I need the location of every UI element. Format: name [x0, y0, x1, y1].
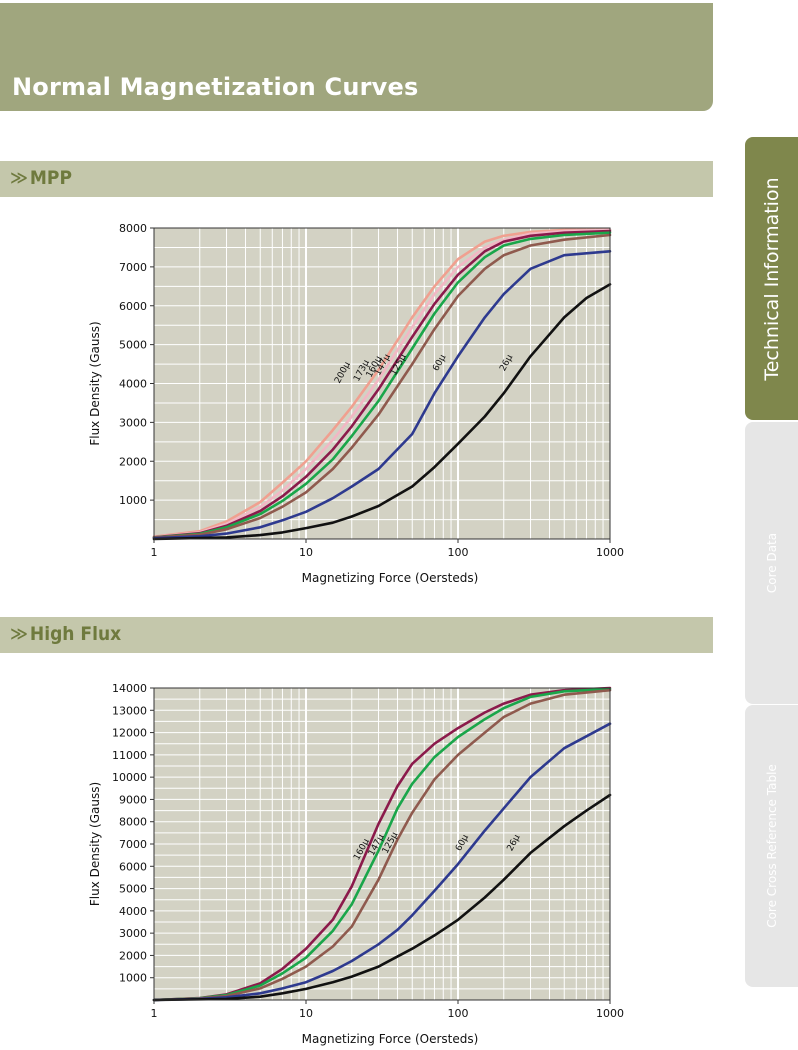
y-tick-label: 2000 — [119, 455, 147, 468]
x-tick-label: 10 — [299, 1007, 313, 1020]
section-label: High Flux — [29, 623, 122, 645]
page-header: Normal Magnetization Curves — [0, 3, 713, 111]
series-line-147 — [152, 231, 612, 539]
chevron-icon: ≫ — [10, 623, 28, 645]
series-line-60 — [152, 722, 612, 1002]
sidebar-tab-technical-information[interactable]: Technical Information — [745, 137, 798, 420]
x-axis-title: Magnetizing Force (Oersteds) — [302, 1032, 479, 1046]
y-tick-label: 11000 — [112, 749, 147, 762]
page-title: Normal Magnetization Curves — [12, 73, 419, 101]
y-tick-label: 6000 — [119, 860, 147, 873]
series-line-125 — [152, 688, 612, 1002]
y-tick-label: 7000 — [119, 838, 147, 851]
y-tick-label: 3000 — [119, 927, 147, 940]
series-line-60 — [152, 250, 612, 540]
y-tick-label: 10000 — [112, 771, 147, 784]
y-tick-label: 14000 — [112, 682, 147, 695]
sidebar-tab-core-cross-reference-table[interactable]: Core Cross Reference Table — [745, 705, 798, 987]
x-tick-label: 100 — [448, 546, 469, 559]
section-label: MPP — [29, 167, 72, 189]
y-tick-label: 9000 — [119, 793, 147, 806]
x-tick-label: 100 — [448, 1007, 469, 1020]
series-line-26 — [152, 283, 612, 541]
series-line-200 — [152, 228, 612, 538]
x-tick-label: 1 — [151, 546, 158, 559]
section-bar-high-flux: ≫ High Flux — [0, 617, 713, 653]
y-tick-label: 8000 — [119, 816, 147, 829]
y-axis-title: Flux Density (Gauss) — [88, 782, 102, 906]
y-tick-label: 8000 — [119, 222, 147, 235]
x-tick-label: 1000 — [596, 546, 624, 559]
y-tick-label: 13000 — [112, 704, 147, 717]
y-tick-label: 7000 — [119, 261, 147, 274]
chevron-icon: ≫ — [10, 167, 28, 189]
series-line-173 — [152, 228, 612, 539]
y-tick-label: 1000 — [119, 972, 147, 985]
y-tick-label: 1000 — [119, 494, 147, 507]
series-line-147 — [152, 687, 612, 1002]
y-tick-label: 6000 — [119, 300, 147, 313]
y-tick-label: 5000 — [119, 883, 147, 896]
y-tick-label: 12000 — [112, 727, 147, 740]
x-axis-title: Magnetizing Force (Oersteds) — [302, 571, 479, 585]
y-tick-label: 3000 — [119, 416, 147, 429]
x-tick-label: 1000 — [596, 1007, 624, 1020]
series-line-160 — [152, 686, 612, 1002]
y-axis-title: Flux Density (Gauss) — [88, 321, 102, 445]
y-tick-label: 5000 — [119, 339, 147, 352]
x-tick-label: 1 — [151, 1007, 158, 1020]
y-tick-label: 2000 — [119, 949, 147, 962]
section-bar-mpp: ≫ MPP — [0, 161, 713, 197]
y-tick-label: 4000 — [119, 905, 147, 918]
sidebar-tab-core-data[interactable]: Core Data — [745, 422, 798, 704]
y-tick-label: 4000 — [119, 378, 147, 391]
section-title-mpp: ≫ MPP — [10, 167, 72, 189]
series-line-125 — [152, 233, 612, 539]
section-title-high-flux: ≫ High Flux — [10, 623, 121, 645]
series-line-160 — [152, 229, 612, 539]
series-line-26 — [152, 793, 612, 1002]
x-tick-label: 10 — [299, 546, 313, 559]
